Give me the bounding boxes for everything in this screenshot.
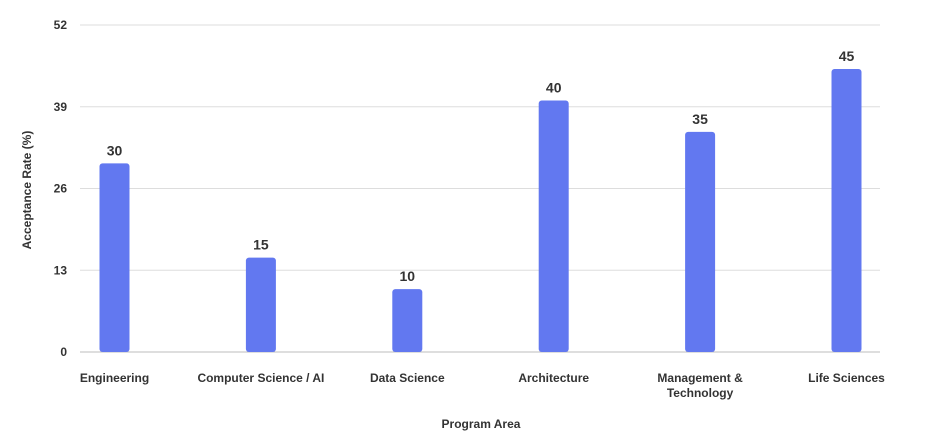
x-axis-title: Program Area: [442, 417, 521, 431]
x-tick-label: Engineering: [80, 371, 149, 385]
data-label: 15: [253, 237, 269, 253]
bar: [392, 289, 423, 352]
y-tick-label: 52: [54, 18, 68, 32]
bar: [99, 163, 130, 352]
data-label: 40: [546, 79, 562, 95]
data-label: 35: [692, 111, 708, 127]
data-labels: 30 15 10 40 35 45: [107, 48, 855, 284]
data-label: 30: [107, 142, 123, 158]
x-axis-ticks: Engineering Computer Science / AI Data Sci…: [80, 371, 885, 400]
y-tick-label: 0: [60, 345, 67, 359]
bar: [245, 257, 276, 352]
bars: [99, 69, 862, 353]
bar: [685, 131, 716, 352]
bar: [538, 100, 569, 352]
x-tick-label: Management & Technology: [657, 371, 743, 400]
x-tick-label: Data Science: [370, 371, 445, 385]
y-tick-label: 39: [54, 100, 68, 114]
x-tick-label: Computer Science / AI: [197, 371, 324, 385]
y-axis-title: Acceptance Rate (%): [20, 131, 34, 250]
bar: [831, 69, 862, 353]
data-label: 45: [839, 48, 855, 64]
data-label: 10: [400, 268, 416, 284]
y-tick-label: 13: [54, 263, 68, 277]
y-tick-label: 26: [54, 182, 68, 196]
x-tick-label: Life Sciences: [808, 371, 885, 385]
y-axis-ticks: 0 13 26 39 52: [54, 18, 68, 359]
x-tick-label: Architecture: [518, 371, 589, 385]
gridlines: [80, 24, 880, 353]
